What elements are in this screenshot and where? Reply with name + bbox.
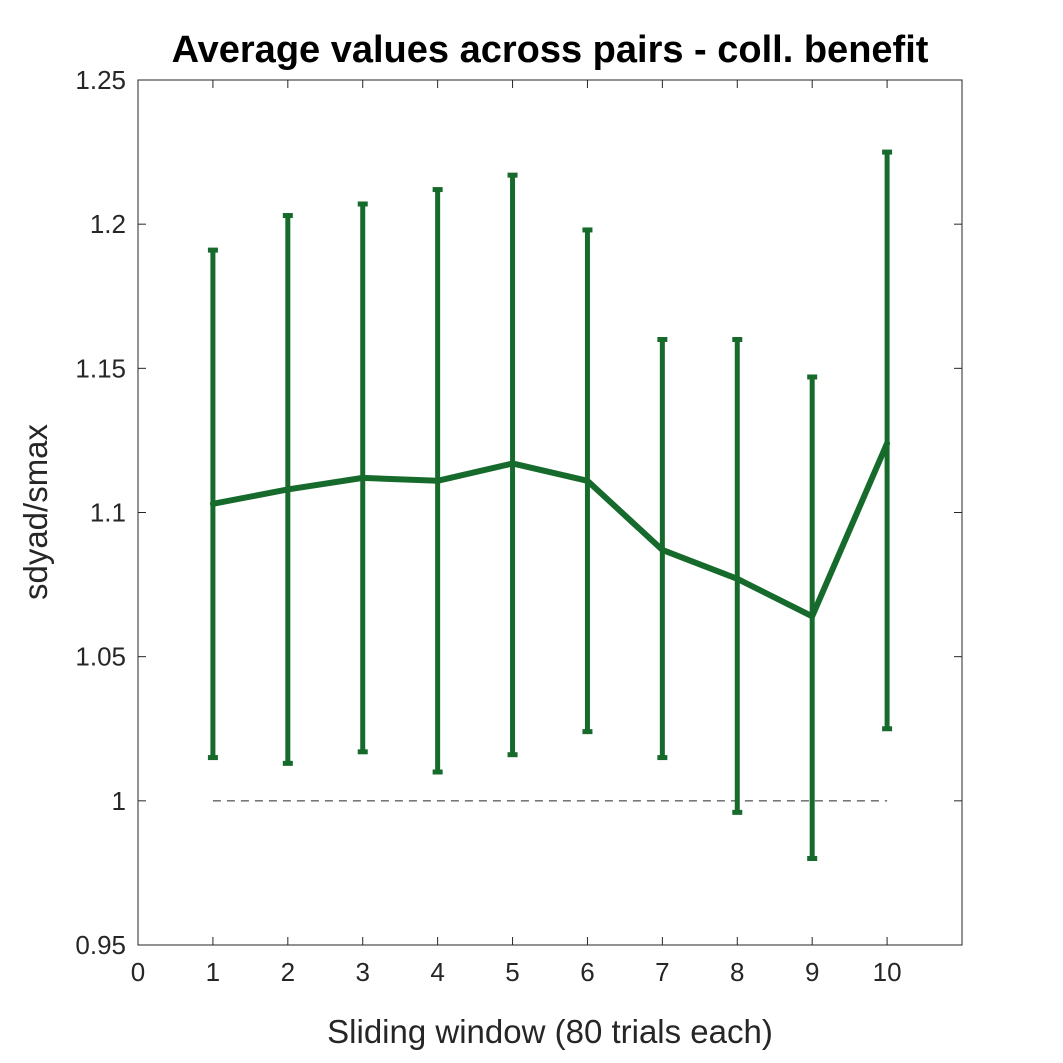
x-tick-label: 5 — [505, 957, 519, 987]
y-tick-label: 1.1 — [90, 498, 126, 528]
plot-area — [137, 79, 963, 946]
y-tick-label: 1.25 — [75, 65, 126, 95]
x-tick-label: 3 — [355, 957, 369, 987]
y-tick-label: 1.05 — [75, 642, 126, 672]
x-tick-label: 2 — [281, 957, 295, 987]
data-point — [435, 478, 440, 483]
x-tick-label: 4 — [430, 957, 444, 987]
x-tick-label: 6 — [580, 957, 594, 987]
data-point — [360, 475, 365, 480]
data-point — [210, 501, 215, 506]
chart-title: Average values across pairs - coll. bene… — [172, 29, 929, 71]
y-tick-label: 1.15 — [75, 353, 126, 383]
data-point — [510, 461, 515, 466]
ticks-layer: 0 1 2 3 4 5 6 7 8 9 10 0.95 1 1.05 1.1 1.15 1.2 1.25 — [75, 65, 962, 987]
x-tick-label: 7 — [655, 957, 669, 987]
line-layer — [209, 440, 891, 620]
x-tick-label: 10 — [873, 957, 902, 987]
data-point — [735, 576, 740, 581]
y-tick-label: 1.2 — [90, 209, 126, 239]
data-point — [285, 487, 290, 492]
data-point — [810, 614, 815, 619]
y-tick-label: 0.95 — [75, 930, 126, 960]
y-tick-label: 1 — [112, 786, 126, 816]
x-tick-label: 0 — [131, 957, 145, 987]
series-line — [209, 440, 891, 620]
y-axis-label: sdyad/smax — [17, 423, 54, 600]
data-point — [885, 441, 890, 446]
data-point — [660, 547, 665, 552]
x-tick-label: 9 — [805, 957, 819, 987]
data-point — [585, 478, 590, 483]
x-axis-label: Sliding window (80 trials each) — [327, 1013, 773, 1050]
x-tick-label: 1 — [206, 957, 220, 987]
x-tick-label: 8 — [730, 957, 744, 987]
